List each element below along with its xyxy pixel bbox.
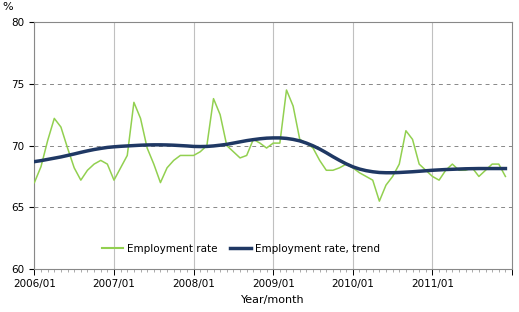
Y-axis label: %: % [3,2,13,12]
Legend: Employment rate, Employment rate, trend: Employment rate, Employment rate, trend [102,244,380,254]
X-axis label: Year/month: Year/month [241,295,305,305]
